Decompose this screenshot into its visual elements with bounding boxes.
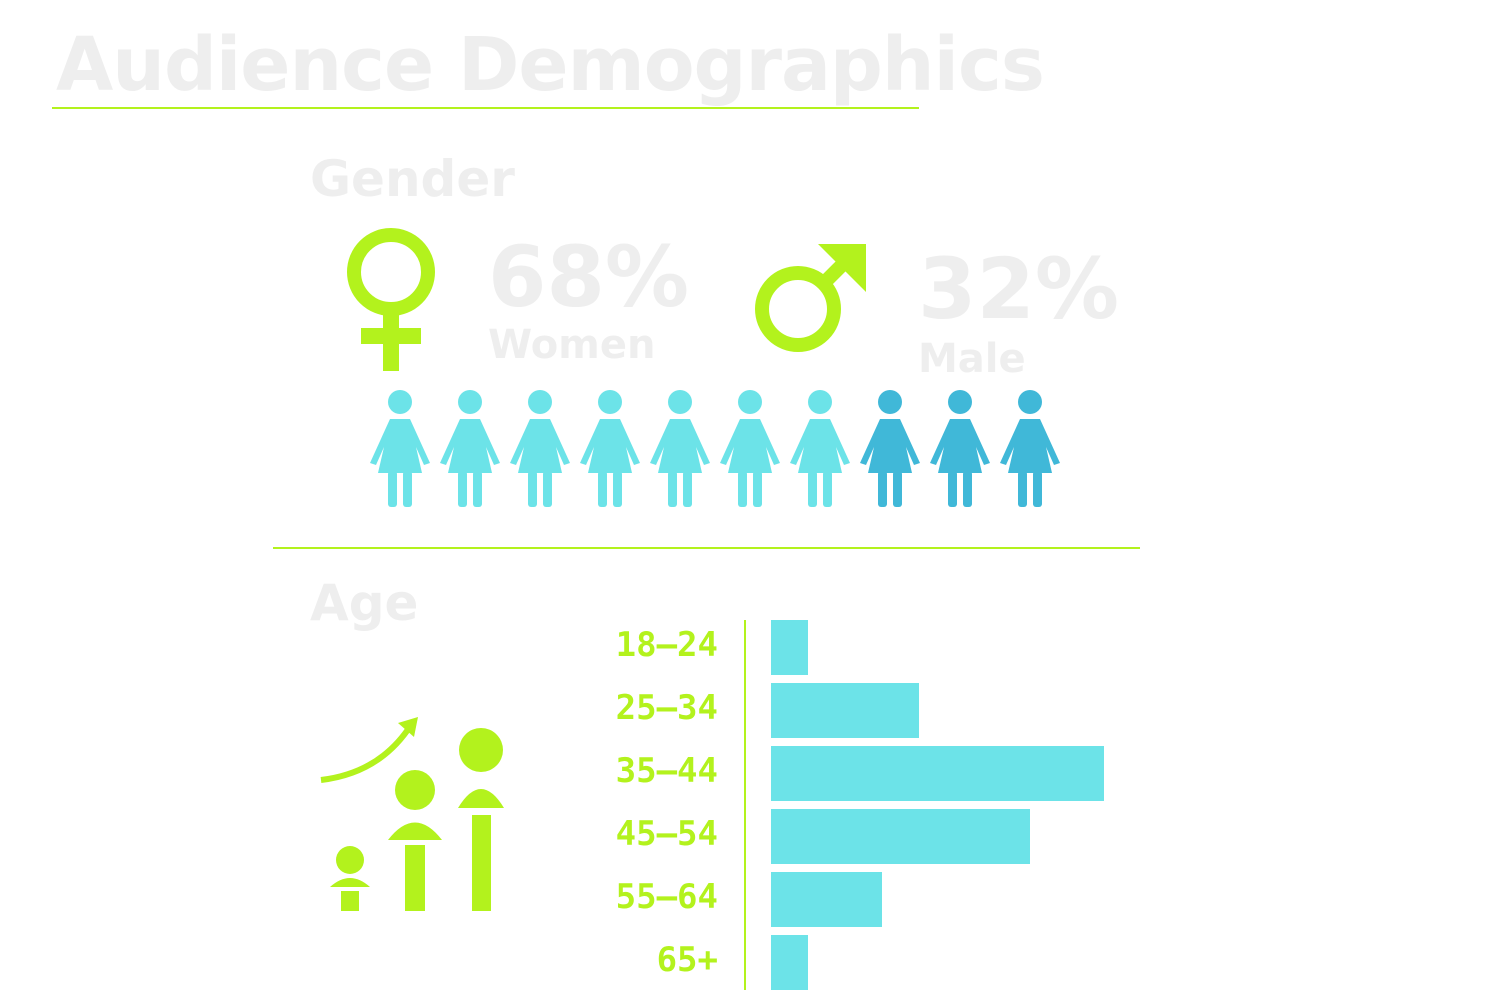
age-bar-chart [744,620,1104,990]
age-bar [771,935,808,990]
person-figure-icon [720,390,780,507]
section-divider [273,547,1140,549]
age-bar [771,746,1104,801]
person-figure-icon [650,390,710,507]
age-bar [771,872,882,927]
age-category-label: 65+ [656,940,718,980]
age-category-label: 25–34 [615,688,718,728]
women-label: Women [488,322,656,368]
age-category-label: 18–24 [615,625,718,665]
age-heading: Age [310,574,419,632]
male-label: Male [918,336,1026,382]
title-divider [52,107,919,109]
age-bar [771,683,919,738]
person-figure-icon [790,390,850,507]
male-symbol-icon [755,244,866,352]
people-figures [370,390,1060,507]
person-figure-icon [930,390,990,507]
male-percent: 32% [918,240,1120,338]
person-figure-icon [510,390,570,507]
page-title: Audience Demographics [56,22,1045,108]
person-figure-icon [580,390,640,507]
person-figure-icon [440,390,500,507]
gender-heading: Gender [310,150,515,208]
person-figure-icon [370,390,430,507]
female-symbol-icon [347,228,435,371]
age-category-label: 55–64 [615,877,718,917]
age-category-label: 35–44 [615,751,718,791]
age-bar [771,620,808,675]
person-figure-icon [1000,390,1060,507]
person-figure-icon [860,390,920,507]
age-growth-icon [320,717,504,911]
age-category-label: 45–54 [615,814,718,854]
age-bar [771,809,1030,864]
women-percent: 68% [488,228,690,326]
